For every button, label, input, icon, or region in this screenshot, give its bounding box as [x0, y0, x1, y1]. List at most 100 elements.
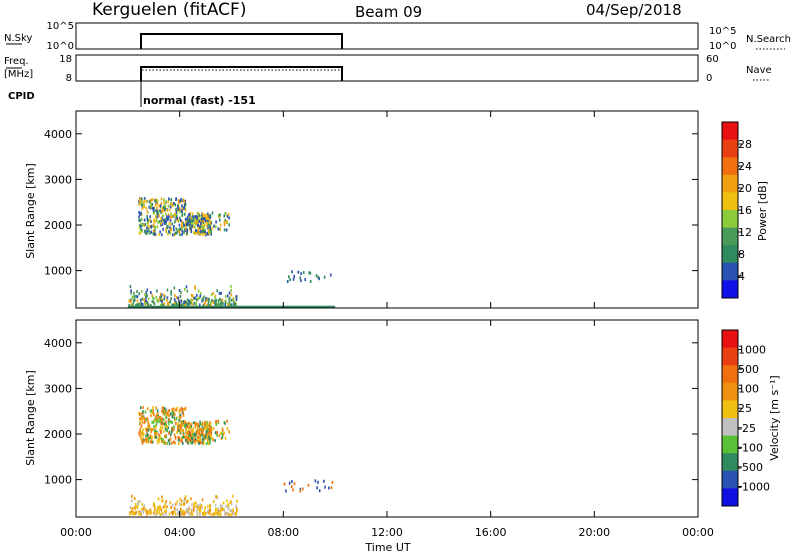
data-cell: [134, 298, 136, 302]
data-cell: [130, 300, 132, 304]
data-cell: [157, 220, 159, 224]
data-cell: [209, 223, 212, 227]
data-cell: [192, 296, 195, 300]
data-cell: [209, 226, 212, 230]
data-cell: [161, 210, 163, 214]
data-cell: [210, 293, 213, 297]
data-cell: [191, 436, 194, 440]
data-cell: [226, 505, 229, 509]
data-cell: [176, 511, 179, 515]
data-cell: [138, 215, 140, 219]
data-cell: [221, 504, 224, 508]
data-cell: [191, 215, 194, 219]
data-cell: [167, 426, 169, 430]
data-cell: [150, 220, 152, 224]
data-cell: [205, 511, 207, 515]
data-cell: [186, 228, 189, 232]
colorbar-segment: [722, 139, 738, 158]
data-cell: [163, 203, 166, 207]
data-cell: [153, 302, 156, 306]
data-cell: [196, 221, 198, 225]
data-cell: [168, 221, 171, 225]
data-cell: [134, 502, 137, 506]
colorbar-tick-label: -500: [738, 461, 763, 474]
data-cell: [148, 229, 150, 233]
data-cell: [157, 497, 160, 501]
data-cell: [214, 431, 217, 435]
data-cell: [177, 511, 180, 515]
data-cell: [293, 274, 296, 278]
data-cell: [178, 230, 181, 234]
data-cell: [175, 421, 177, 425]
data-cell: [172, 503, 174, 507]
data-cell: [181, 510, 184, 514]
data-cell: [308, 271, 311, 275]
data-cell: [142, 416, 145, 420]
data-cell: [192, 219, 194, 223]
data-cell: [134, 511, 137, 515]
data-cell: [189, 426, 192, 430]
data-cell: [192, 427, 195, 431]
data-cell: [204, 228, 206, 232]
data-cell: [145, 231, 148, 235]
data-cell: [146, 417, 148, 421]
data-cell: [148, 436, 150, 440]
data-cell: [194, 441, 196, 445]
data-cell: [219, 213, 221, 217]
data-cell: [230, 298, 233, 302]
data-cell: [221, 435, 224, 439]
data-cell: [145, 418, 147, 422]
data-cell: [162, 406, 165, 410]
data-cell: [205, 220, 208, 224]
data-cell: [220, 507, 222, 511]
data-cell: [208, 441, 211, 445]
data-cell: [181, 436, 184, 440]
data-cell: [150, 291, 152, 295]
data-cell: [206, 420, 208, 424]
data-cell: [183, 200, 186, 204]
data-cell: [205, 213, 207, 217]
data-cell: [197, 229, 199, 233]
data-cell: [316, 486, 318, 490]
data-cell: [132, 300, 135, 304]
data-cell: [150, 202, 152, 206]
data-cell: [195, 298, 198, 302]
data-cell: [146, 301, 149, 305]
data-cell: [199, 436, 201, 440]
data-cell: [229, 303, 232, 307]
data-cell: [200, 225, 203, 229]
data-cell: [178, 415, 181, 419]
data-cell: [161, 406, 164, 410]
data-cell: [179, 511, 182, 515]
data-cell: [138, 199, 140, 203]
data-cell: [206, 423, 209, 427]
data-cell: [168, 442, 171, 446]
data-cell: [197, 297, 200, 301]
data-cell: [190, 227, 192, 231]
data-cell: [204, 423, 207, 427]
data-cell: [190, 497, 192, 501]
data-cell: [143, 218, 146, 222]
data-cell: [188, 217, 191, 221]
data-cell: [136, 504, 139, 508]
data-cell: [196, 229, 199, 233]
data-cell: [177, 429, 180, 433]
data-cell: [138, 219, 140, 223]
data-cell: [203, 433, 205, 437]
data-cell: [233, 302, 235, 306]
data-cell: [187, 302, 190, 306]
data-cell: [143, 205, 146, 209]
data-cell: [173, 228, 175, 232]
data-cell: [139, 412, 141, 416]
nsky-label: N.Sky: [4, 33, 32, 44]
freq-unit-label: [MHz]: [4, 69, 33, 80]
data-cell: [207, 509, 210, 513]
data-cell: [199, 441, 201, 445]
data-cell: [133, 496, 136, 500]
data-cell: [223, 509, 226, 513]
data-cell: [200, 214, 203, 218]
data-cell: [162, 214, 164, 218]
colorbar-tick-label: 24: [738, 160, 752, 173]
nsky-tick-bottom: 10^0: [47, 41, 74, 52]
data-cell: [138, 202, 140, 206]
